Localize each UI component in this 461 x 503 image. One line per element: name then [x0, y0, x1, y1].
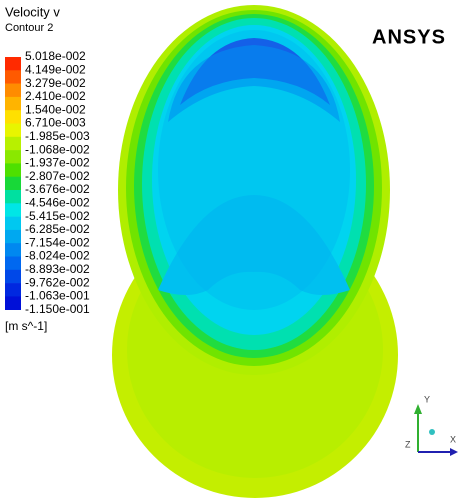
legend-title: Velocity v: [5, 4, 60, 19]
legend-swatch: [5, 229, 21, 244]
legend-level-label: -1.985e-003: [25, 129, 90, 143]
x-axis-label: X: [450, 434, 456, 444]
legend-level-label: -1.937e-002: [25, 156, 90, 170]
y-arrow-head: [414, 404, 422, 414]
legend-level-label: 5.018e-002: [25, 49, 86, 63]
legend-swatch: [5, 96, 21, 111]
legend-level-label: 1.540e-002: [25, 102, 86, 116]
contour-plot: [112, 5, 398, 498]
legend-level-label: -2.807e-002: [25, 169, 90, 183]
legend-level-label: 4.149e-002: [25, 62, 86, 76]
legend-swatch: [5, 136, 21, 151]
legend-swatch: [5, 283, 21, 297]
legend-subtitle: Contour 2: [5, 22, 53, 34]
z-arrow-head: [450, 448, 458, 456]
axis-triad: Y Z X: [405, 394, 458, 456]
legend-level-label: -8.893e-002: [25, 262, 90, 276]
legend-level-label: -5.415e-002: [25, 209, 90, 223]
legend-level-label: -4.546e-002: [25, 195, 90, 209]
legend-level-label: 3.279e-002: [25, 76, 86, 90]
legend-level-label: -3.676e-002: [25, 182, 90, 196]
legend-swatch: [5, 256, 21, 271]
legend-level-label: -6.285e-002: [25, 222, 90, 236]
legend-swatch: [5, 296, 21, 310]
legend-swatch: [5, 190, 21, 204]
legend-swatch: [5, 269, 21, 284]
legend-swatch: [5, 57, 21, 71]
inner-band: [158, 30, 350, 310]
legend-level-label: 2.410e-002: [25, 89, 86, 103]
legend-swatch: [5, 163, 21, 177]
legend-level-label: -1.063e-001: [25, 289, 90, 303]
legend-swatch: [5, 83, 21, 98]
z-axis-label: Z: [405, 439, 411, 449]
legend-swatch: [5, 203, 21, 217]
legend-swatch: [5, 110, 21, 124]
legend-swatch: [5, 216, 21, 231]
y-axis-label: Y: [424, 394, 430, 404]
legend-swatch: [5, 243, 21, 257]
legend-swatch: [5, 123, 21, 138]
legend-level-label: 6.710e-003: [25, 116, 86, 130]
legend-unit: [m s^-1]: [5, 319, 47, 333]
legend-swatch: [5, 70, 21, 84]
x-axis-dot: [429, 429, 435, 435]
legend-swatch: [5, 150, 21, 164]
legend-level-label: -1.068e-002: [25, 142, 90, 156]
logo: ANSYS: [372, 26, 446, 48]
legend-level-label: -1.150e-001: [25, 302, 90, 316]
legend-level-label: -8.024e-002: [25, 249, 90, 263]
crescent-band: [168, 45, 340, 122]
legend-level-label: -7.154e-002: [25, 235, 90, 249]
legend-level-label: -9.762e-002: [25, 275, 90, 289]
legend-swatch: [5, 176, 21, 191]
inner-band: [158, 195, 350, 295]
